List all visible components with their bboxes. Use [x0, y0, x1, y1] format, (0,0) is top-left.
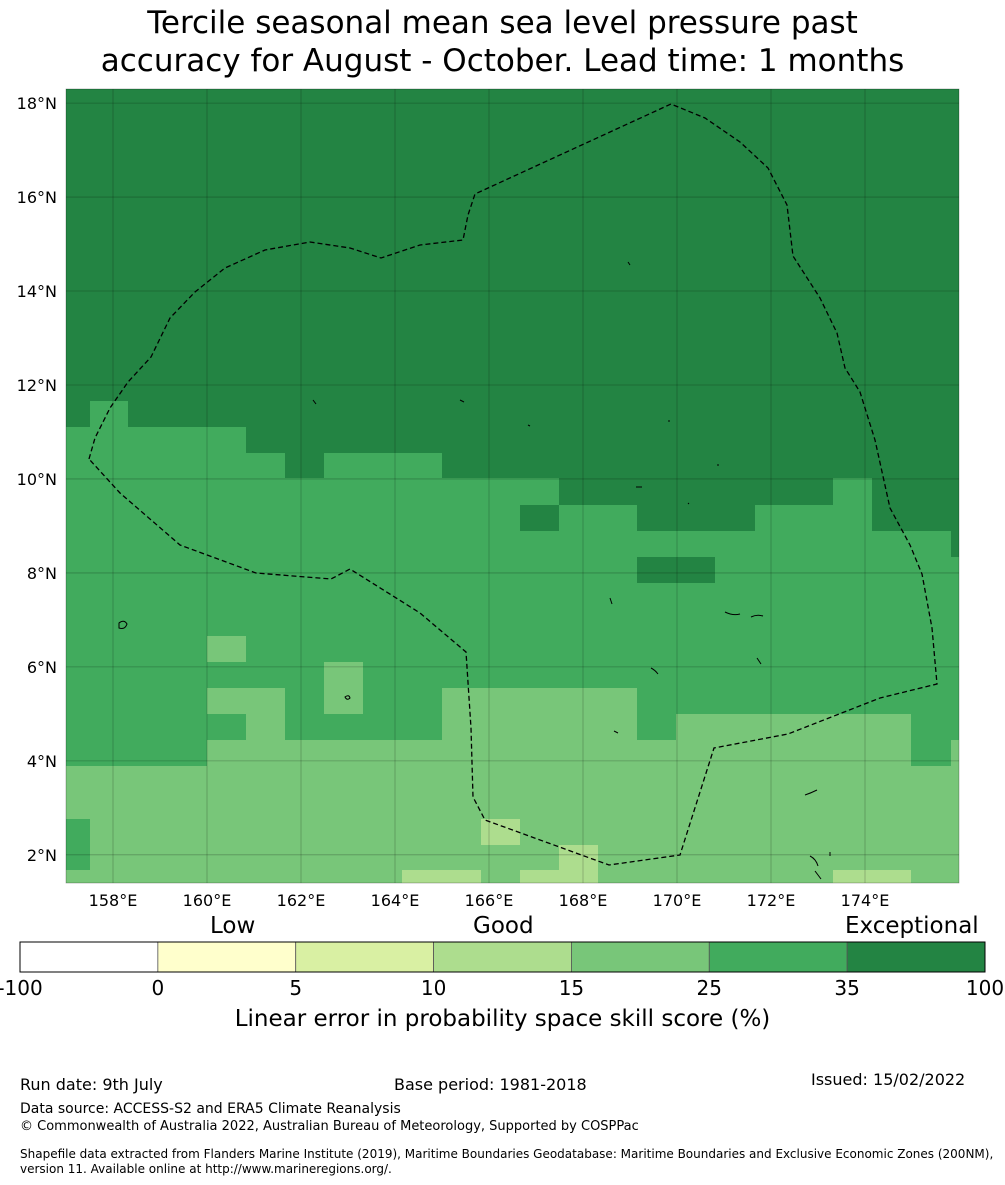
lon-label-168: 168°E — [559, 891, 608, 910]
data-source: Data source: ACCESS-S2 and ERA5 Climate … — [20, 1101, 401, 1117]
skill-cell-13 — [833, 870, 911, 883]
island-17 — [804, 789, 818, 796]
longitude-labels: 158°E 160°E 162°E 164°E 166°E 168°E 170°E 172°E… — [89, 891, 890, 910]
lat-label-14: 14°N — [17, 282, 57, 301]
colorbar-segment-6 — [846, 941, 986, 973]
lon-label-158: 158°E — [89, 891, 138, 910]
colorbar-tick-0: -100 — [0, 976, 43, 1000]
skill-cell-11 — [402, 870, 481, 883]
colorbar-category-good: Good — [473, 913, 534, 939]
colorbar-tick-7: 100 — [966, 976, 1004, 1000]
run-date: Run date: 9th July — [20, 1075, 163, 1094]
colorbar-category-low: Low — [210, 913, 256, 939]
lat-label-10: 10°N — [17, 470, 57, 489]
skill-cell-5 — [207, 688, 285, 714]
island-2 — [724, 611, 741, 616]
skill-cell-8 — [637, 557, 715, 583]
eez-boundary — [88, 103, 938, 866]
skill-cell-3 — [207, 636, 246, 662]
map-title-line1: Tercile seasonal mean sea level pressure… — [147, 5, 858, 41]
colorbar-segment-1 — [157, 941, 297, 973]
colorbar-title: Linear error in probability space skill … — [234, 1006, 771, 1032]
lat-label-6: 6°N — [27, 658, 57, 677]
map-title-line2: accuracy for August - October. Lead time… — [100, 43, 905, 79]
lat-label-8: 8°N — [27, 564, 57, 583]
lat-label-12: 12°N — [17, 376, 57, 395]
island-5 — [814, 870, 822, 880]
lat-label-16: 16°N — [17, 188, 57, 207]
colorbar-segment-0 — [19, 941, 159, 973]
skill-cell-2 — [66, 714, 959, 883]
colorbar-segment-2 — [295, 941, 434, 973]
latitude-labels: 2°N 4°N 6°N 8°N 10°N 12°N 14°N 16°N 18°N — [17, 94, 57, 865]
skill-cell-6 — [598, 688, 637, 714]
skill-cell-4 — [324, 662, 363, 688]
colorbar-tick-5: 25 — [697, 976, 722, 1000]
lon-label-172: 172°E — [747, 891, 796, 910]
lon-label-164: 164°E — [371, 891, 420, 910]
colorbar-tick-4: 15 — [559, 976, 584, 1000]
skill-cell-1 — [66, 688, 637, 819]
lon-label-166: 166°E — [465, 891, 514, 910]
colorbar-tick-3: 10 — [421, 976, 446, 1000]
island-3 — [750, 614, 764, 618]
colorbar-tick-6: 35 — [834, 976, 859, 1000]
island-0 — [118, 620, 128, 629]
island-9 — [527, 424, 531, 427]
lon-label-174: 174°E — [841, 891, 890, 910]
skill-cell-10 — [559, 845, 598, 883]
skill-cell-12 — [520, 870, 559, 883]
lat-label-2: 2°N — [27, 846, 57, 865]
graticule — [66, 89, 959, 883]
skill-cell-9 — [481, 819, 520, 845]
colorbar-segment-4 — [571, 941, 710, 973]
island-6 — [627, 261, 631, 266]
island-15 — [613, 730, 619, 734]
lat-label-4: 4°N — [27, 752, 57, 771]
shapefile-credit-line1: Shapefile data extracted from Flanders M… — [20, 1147, 994, 1161]
skill-cells — [66, 89, 959, 883]
lon-label-160: 160°E — [183, 891, 232, 910]
island-14 — [609, 597, 613, 605]
colorbar — [19, 941, 986, 973]
lon-label-170: 170°E — [653, 891, 702, 910]
base-period: Base period: 1981-2018 — [394, 1075, 587, 1094]
issued-date: Issued: 15/02/2022 — [811, 1070, 966, 1089]
map-frame — [65, 88, 960, 884]
colorbar-category-exceptional: Exceptional — [845, 913, 979, 939]
lon-label-162: 162°E — [277, 891, 326, 910]
shapefile-credit: Shapefile data extracted from Flanders M… — [20, 1147, 1005, 1177]
colorbar-tick-1: 0 — [151, 976, 164, 1000]
island-13 — [687, 502, 690, 505]
skill-cell-7 — [520, 505, 559, 531]
island-1 — [344, 695, 351, 700]
island-16 — [650, 667, 659, 675]
coastlines — [118, 261, 831, 880]
island-19 — [756, 657, 762, 665]
copyright: © Commonwealth of Australia 2022, Austra… — [20, 1119, 639, 1134]
colorbar-tick-labels: -100 0 5 10 15 25 35 100 — [0, 976, 1004, 1000]
map-title: Tercile seasonal mean sea level pressure… — [0, 4, 1005, 80]
colorbar-segment-3 — [433, 941, 572, 973]
shapefile-credit-line2: version 11. Available online at http://w… — [20, 1162, 392, 1176]
colorbar-tick-2: 5 — [289, 976, 302, 1000]
colorbar-segment-5 — [708, 941, 848, 973]
island-7 — [312, 399, 317, 405]
island-8 — [459, 399, 465, 403]
colorbar-frame — [19, 941, 986, 973]
lat-label-18: 18°N — [17, 94, 57, 113]
island-4 — [809, 855, 819, 867]
